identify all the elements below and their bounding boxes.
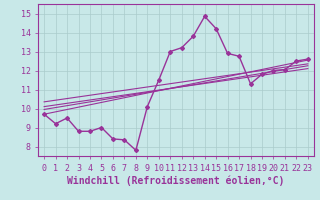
X-axis label: Windchill (Refroidissement éolien,°C): Windchill (Refroidissement éolien,°C) bbox=[67, 175, 285, 186]
